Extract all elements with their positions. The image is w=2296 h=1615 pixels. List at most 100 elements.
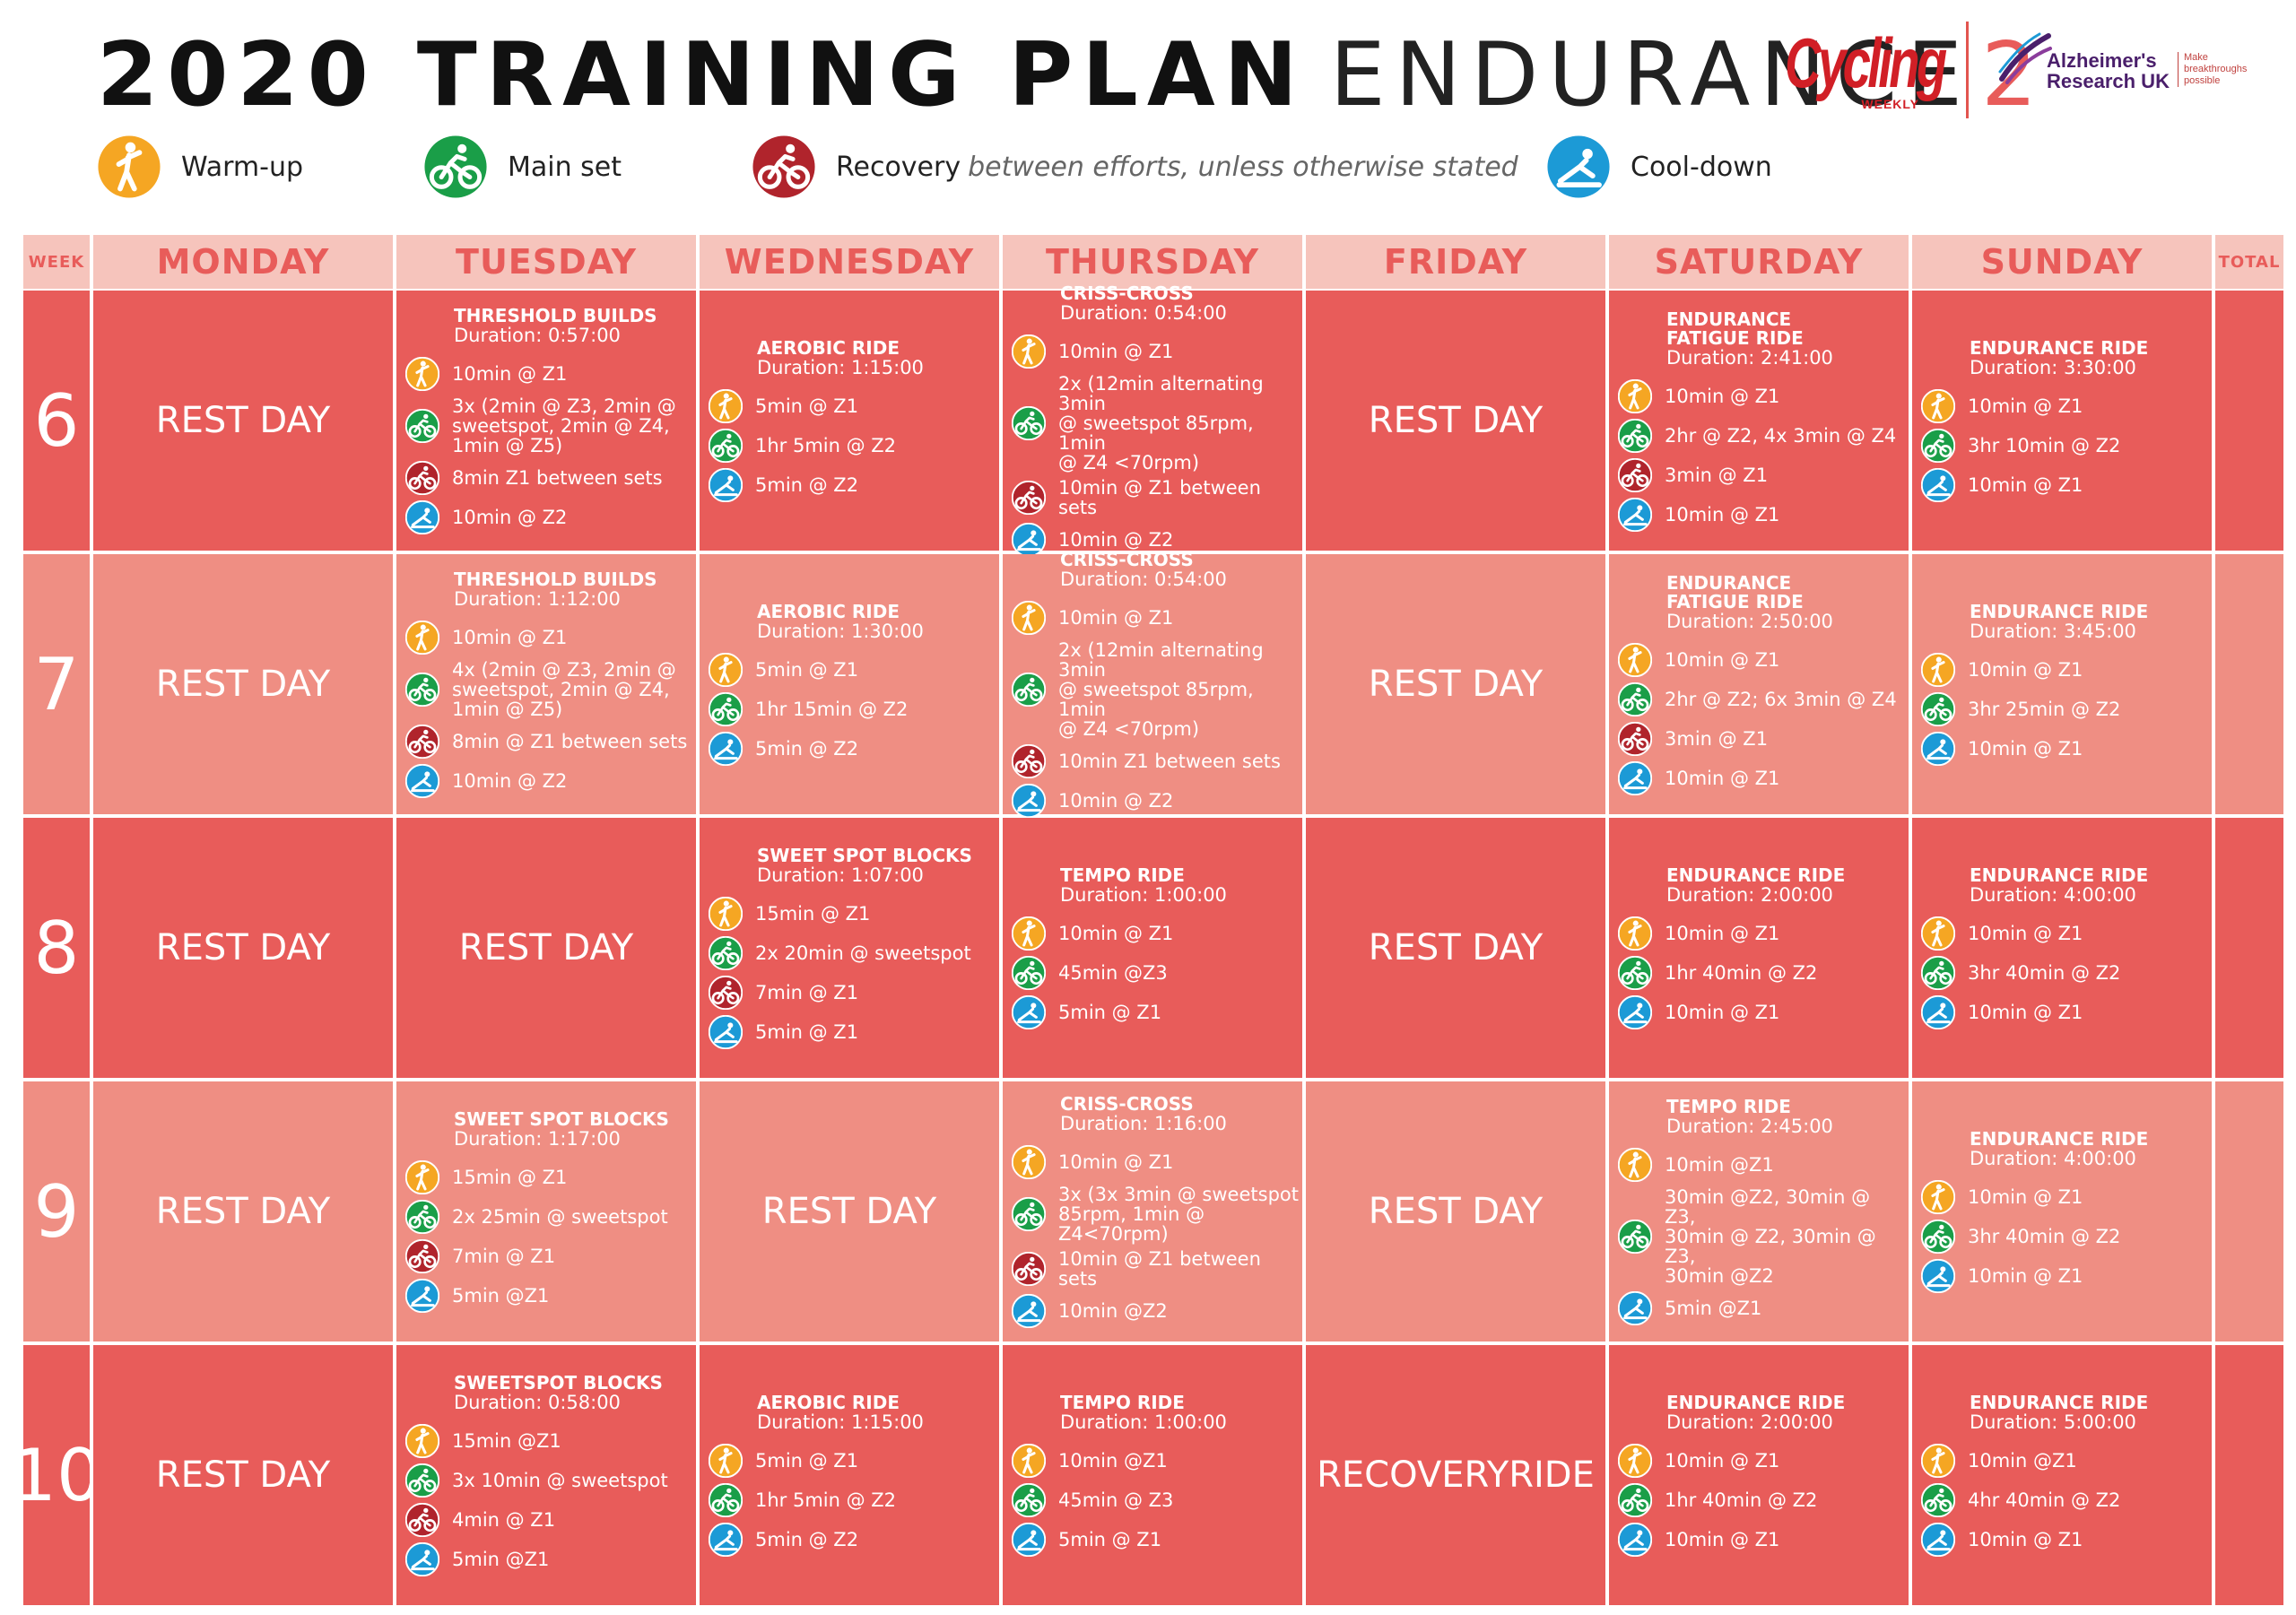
- session-step-main: 2x (12min alternating 3min @ sweetspot 8…: [1011, 640, 1299, 739]
- training-plan-grid: WEEK MONDAY TUESDAY WEDNESDAY THURSDAY FRIDAY…: [11, 235, 2283, 1607]
- cool-down-rowing-icon: [1920, 731, 1956, 767]
- warm-up-icon: [1920, 652, 1956, 688]
- main-set-bike-icon: [708, 1482, 744, 1518]
- session-step-text: 5min @Z1: [452, 1549, 550, 1570]
- session-step-recovery: 3min @ Z1: [1617, 457, 1905, 492]
- session-step-warmup: 10min @Z1: [1617, 1147, 1905, 1183]
- session-title: THRESHOLD BUILDS: [454, 569, 657, 590]
- main-set-bike-icon: [404, 1199, 440, 1235]
- recovery-bike-icon: [1011, 743, 1047, 779]
- column-header-day: FRIDAY: [1306, 235, 1605, 289]
- session-title: ENDURANCE RIDE: [1970, 1392, 2149, 1413]
- legend-item-warmup: Warm-up: [97, 133, 303, 201]
- session-step-warmup: 5min @ Z1: [708, 388, 996, 424]
- session-duration: Duration: 1:15:00: [757, 357, 924, 378]
- recovery-bike-icon: [752, 135, 816, 199]
- session-title: ENDURANCE RIDE: [1970, 337, 2149, 359]
- legend-item-cooldown: Cool-down: [1546, 133, 1772, 201]
- session-step-text: 10min @ Z1: [1665, 1002, 1780, 1023]
- session-step-text: 10min @ Z1: [1058, 607, 1174, 629]
- session-cell: ENDURANCE FATIGUE RIDE Duration: 2:41:00 …: [1609, 291, 1909, 551]
- legend-label-text: Recovery: [836, 151, 961, 183]
- session-cell: AEROBIC RIDE Duration: 1:15:00 5min @ Z1 …: [700, 1345, 999, 1605]
- session-step-cooldown: 5min @ Z2: [708, 1522, 996, 1558]
- alzheimers-logo-name: Alzheimer's Research UK: [2047, 49, 2170, 92]
- recovery-bike-icon: [1617, 721, 1653, 756]
- rest-day-cell: REST DAY: [1306, 1081, 1605, 1341]
- session-step-text: 3min @ Z1: [1665, 464, 1769, 486]
- session-step-recovery: 4min @ Z1: [404, 1502, 692, 1538]
- session-cell: TEMPO RIDE Duration: 1:00:00 10min @Z1 45…: [1003, 1345, 1302, 1605]
- session-step-cooldown: 10min @ Z1: [1617, 1522, 1905, 1558]
- session-duration: Duration: 1:15:00: [757, 1411, 924, 1433]
- session-title: TEMPO RIDE: [1666, 1096, 1791, 1117]
- session-cell: SWEET SPOT BLOCKS Duration: 1:17:00 15min…: [396, 1081, 696, 1341]
- session-cell: CRISS-CROSS Duration: 1:16:00 10min @ Z1 …: [1003, 1081, 1302, 1341]
- session-duration: Duration: 3:45:00: [1970, 621, 2136, 642]
- session-step-main: 1hr 5min @ Z2: [708, 428, 996, 464]
- warm-up-icon: [1920, 916, 1956, 951]
- session-step-main: 3hr 25min @ Z2: [1920, 691, 2208, 727]
- session-title: ENDURANCE RIDE: [1970, 864, 2149, 886]
- rest-day-cell: REST DAY: [93, 818, 393, 1078]
- session-step-text: 5min @ Z1: [755, 659, 859, 681]
- alzheimers-logo-tagline: Make breakthroughs possible: [2178, 52, 2256, 87]
- session-step-main: 3hr 40min @ Z2: [1920, 1219, 2208, 1255]
- session-step-recovery: 7min @ Z1: [404, 1238, 692, 1274]
- rest-day-label: REST DAY: [155, 927, 331, 968]
- session-step-text: 2hr @ Z2, 4x 3min @ Z4: [1665, 424, 1897, 447]
- warm-up-icon: [1617, 1147, 1653, 1183]
- column-header-day: THURSDAY: [1003, 235, 1302, 289]
- session-step-cooldown: 10min @ Z1: [1920, 1522, 2208, 1558]
- cool-down-rowing-icon: [1617, 760, 1653, 795]
- column-header-week: WEEK: [23, 235, 90, 289]
- session-title: CRISS-CROSS: [1060, 1093, 1194, 1115]
- session-step-text: 2x 25min @ sweetspot: [452, 1206, 668, 1228]
- session-step-text: 1hr 5min @ Z2: [755, 1489, 897, 1511]
- session-step-text: 10min @ Z1: [1968, 1529, 2083, 1550]
- session-step-text: 1hr 40min @ Z2: [1665, 1489, 1818, 1511]
- session-title: SWEET SPOT BLOCKS: [454, 1108, 669, 1130]
- rest-day-label: REST DAY: [458, 927, 634, 968]
- session-step-text: 5min @ Z1: [1058, 1002, 1162, 1023]
- session-step-cooldown: 10min @ Z1: [1920, 994, 2208, 1030]
- recovery-bike-icon: [404, 1502, 440, 1538]
- session-step-text: 2x 20min @ sweetspot: [755, 942, 971, 964]
- session-step-text: 10min @ Z1 between sets: [1058, 1248, 1261, 1289]
- session-cell: ENDURANCE FATIGUE RIDE Duration: 2:50:00 …: [1609, 554, 1909, 814]
- session-step-cooldown: 10min @ Z1: [1920, 731, 2208, 767]
- session-step-text: 10min @ Z1: [1968, 1186, 2083, 1208]
- session-cell: AEROBIC RIDE Duration: 1:15:00 5min @ Z1 …: [700, 291, 999, 551]
- session-step-text: 10min @ Z2: [452, 507, 568, 528]
- warm-up-icon: [1920, 1179, 1956, 1215]
- session-step-main: 1hr 15min @ Z2: [708, 691, 996, 727]
- session-duration: Duration: 1:16:00: [1060, 1113, 1227, 1134]
- warm-up-icon: [1617, 642, 1653, 677]
- session-cell: SWEETSPOT BLOCKS Duration: 0:58:00 15min …: [396, 1345, 696, 1605]
- session-step-text: 15min @ Z1: [452, 1167, 568, 1188]
- session-duration: Duration: 1:30:00: [757, 621, 924, 642]
- warm-up-icon: [1617, 916, 1653, 951]
- session-step-warmup: 10min @Z1: [1920, 1443, 2208, 1479]
- cool-down-rowing-icon: [708, 1014, 744, 1050]
- recovery-bike-icon: [708, 975, 744, 1011]
- session-step-main: 4hr 40min @ Z2: [1920, 1482, 2208, 1518]
- session-step-warmup: 10min @ Z1: [1011, 334, 1299, 369]
- session-step-text: 10min Z1 between sets: [1058, 751, 1281, 772]
- session-duration: Duration: 4:00:00: [1970, 1148, 2136, 1169]
- session-step-text: 10min @Z1: [1968, 1450, 2077, 1472]
- session-duration: Duration: 5:00:00: [1970, 1411, 2136, 1433]
- session-step-text: 10min @ Z1 between sets: [1058, 477, 1261, 518]
- session-step-text: 10min @ Z1: [1665, 923, 1780, 944]
- session-step-cooldown: 5min @ Z2: [708, 731, 996, 767]
- session-step-text: 10min @ Z1: [1058, 341, 1174, 362]
- week-total-cell: [2215, 1081, 2283, 1341]
- cool-down-rowing-icon: [708, 1522, 744, 1558]
- cool-down-rowing-icon: [1546, 135, 1611, 199]
- session-cell: THRESHOLD BUILDS Duration: 0:57:00 10min …: [396, 291, 696, 551]
- session-step-text: 2hr @ Z2; 6x 3min @ Z4: [1665, 688, 1897, 710]
- rest-day-label: REST DAY: [155, 664, 331, 705]
- session-duration: Duration: 2:00:00: [1666, 1411, 1833, 1433]
- session-step-cooldown: 10min @ Z2: [1011, 522, 1299, 558]
- session-step-text: 10min @ Z1: [1968, 474, 2083, 496]
